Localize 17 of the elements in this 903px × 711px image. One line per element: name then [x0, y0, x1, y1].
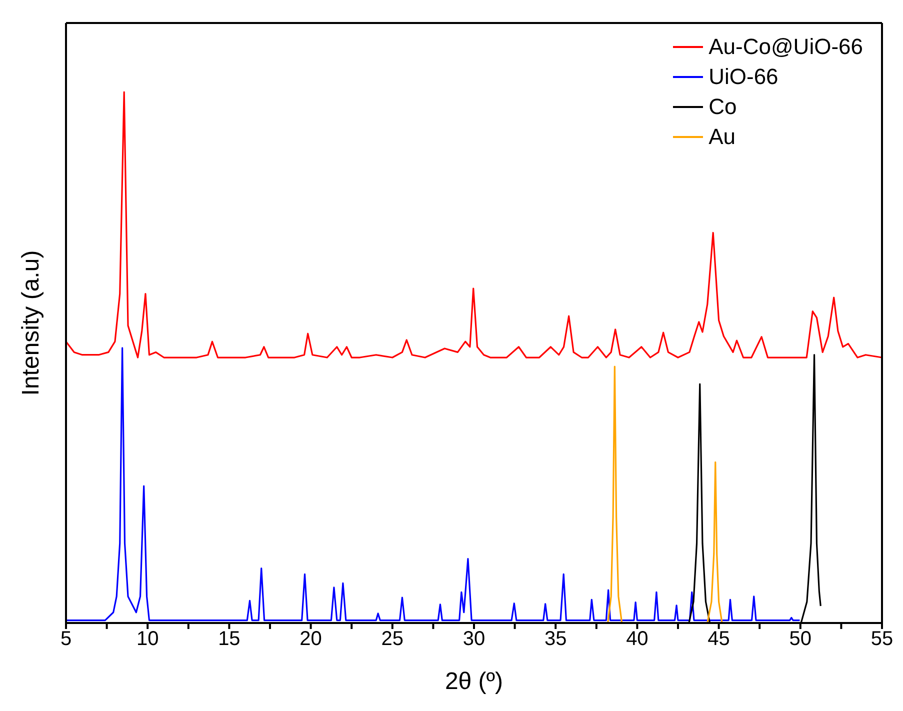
x-tick-label: 35: [544, 628, 567, 650]
x-tick-label: 50: [789, 628, 812, 650]
x-tick-label: 20: [300, 628, 322, 650]
x-tick-label: 55: [870, 628, 894, 650]
x-tick-label: 45: [708, 628, 730, 650]
x-tick-label: 40: [626, 628, 648, 650]
y-axis-title: Intensity (a.u): [18, 250, 45, 396]
x-tick-label: 15: [218, 628, 240, 650]
x-axis-title: 2θ (º): [444, 668, 504, 695]
x-tick-label: 5: [60, 628, 72, 650]
x-tick-label: 10: [136, 628, 159, 650]
x-tick-label: 25: [381, 628, 404, 650]
x-tick-label: 30: [462, 628, 486, 650]
legend-label: Au: [708, 123, 736, 151]
legend-label: UiO-66: [708, 63, 778, 91]
legend-label: Au-Co@UiO-66: [708, 33, 863, 61]
legend-label: Co: [708, 93, 737, 121]
